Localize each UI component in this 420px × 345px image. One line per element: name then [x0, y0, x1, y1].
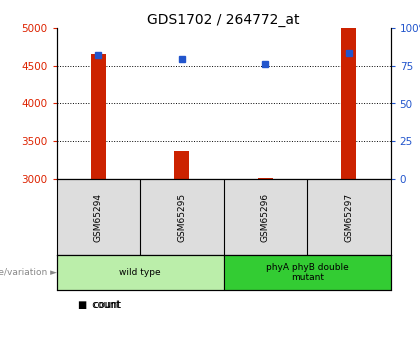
- Title: GDS1702 / 264772_at: GDS1702 / 264772_at: [147, 12, 300, 27]
- Bar: [174, 150, 189, 179]
- Bar: [91, 54, 106, 179]
- Text: genotype/variation ►: genotype/variation ►: [0, 268, 57, 277]
- Text: wild type: wild type: [119, 268, 161, 277]
- Bar: [57, 255, 223, 290]
- Text: GSM65296: GSM65296: [261, 193, 270, 242]
- Text: GSM65295: GSM65295: [177, 193, 186, 242]
- Bar: [223, 255, 391, 290]
- Text: count: count: [86, 300, 120, 310]
- Bar: [258, 178, 273, 179]
- Text: GSM65297: GSM65297: [344, 193, 353, 242]
- Text: phyA phyB double
mutant: phyA phyB double mutant: [266, 263, 349, 282]
- Bar: [341, 28, 357, 179]
- Text: ■  count: ■ count: [78, 300, 121, 310]
- Text: GSM65294: GSM65294: [94, 193, 103, 242]
